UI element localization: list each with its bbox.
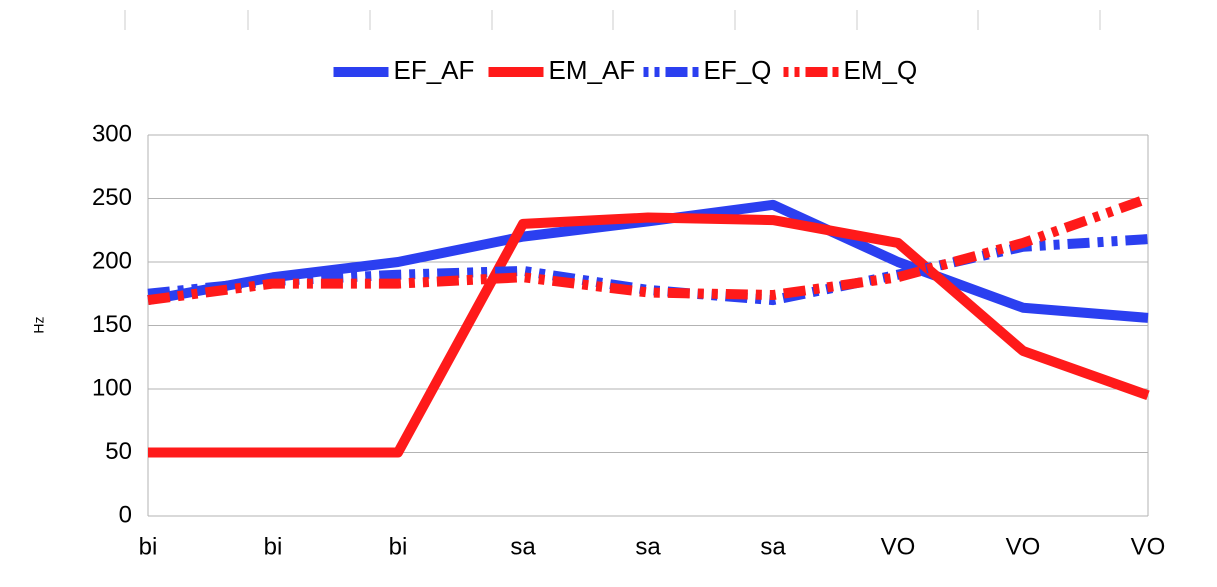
legend-label: EF_AF [394,55,475,85]
x-tick-label: sa [510,533,536,560]
x-tick-label: bi [139,533,158,560]
y-tick-label: 150 [92,311,132,338]
x-tick-label: sa [635,533,661,560]
x-tick-label: VO [1006,533,1041,560]
x-tick-label: VO [881,533,916,560]
y-tick-label: 300 [92,120,132,147]
x-tick-label: bi [389,533,408,560]
y-axis-label: Hz [31,316,47,333]
series-line [148,212,1150,458]
legend-label: EF_Q [704,55,772,85]
legend-label: EM_AF [549,55,636,85]
x-tick-label: sa [760,533,786,560]
y-tick-label: 0 [119,501,132,528]
x-tick-label: bi [264,533,283,560]
x-tick-label: VO [1131,533,1166,560]
legend-label: EM_Q [844,55,918,85]
y-tick-label: 50 [105,438,132,465]
y-tick-label: 250 [92,184,132,211]
y-tick-label: 200 [92,247,132,274]
sheet-marks [124,10,1101,30]
y-tick-label: 100 [92,374,132,401]
